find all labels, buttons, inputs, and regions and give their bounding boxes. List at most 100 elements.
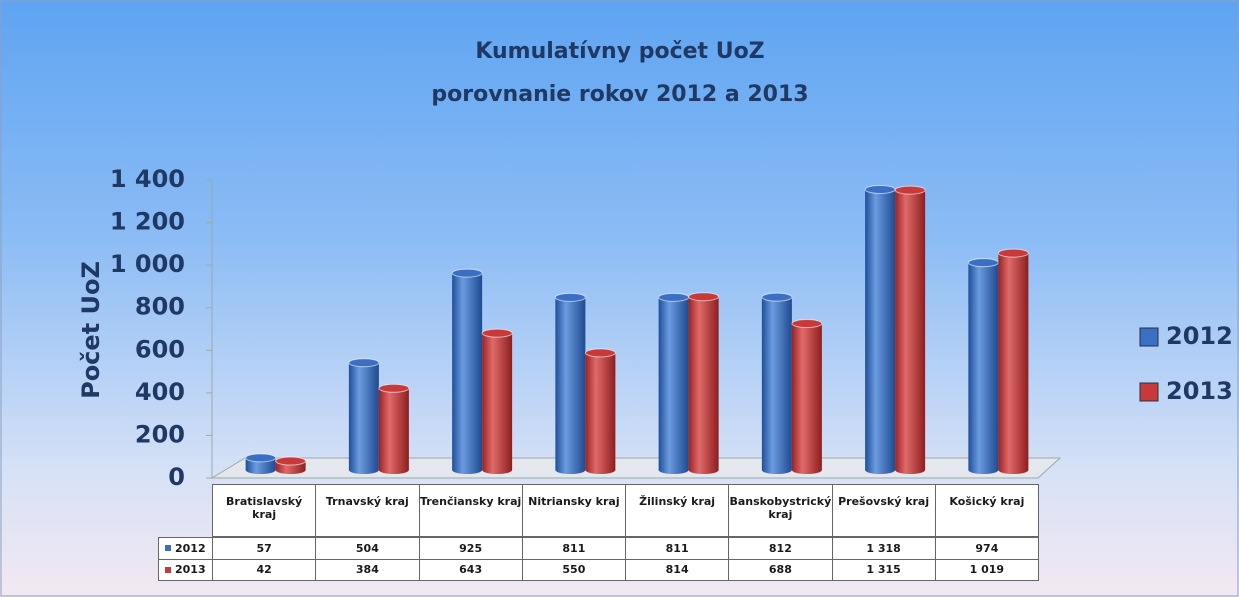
cylinder-top <box>864 184 896 194</box>
cylinder-base <box>895 466 926 474</box>
bar <box>584 348 616 474</box>
data-table-value: 57 <box>212 537 317 560</box>
chart-title: Kumulatívny počet UoZ <box>475 39 764 64</box>
cylinder-body <box>482 333 513 470</box>
data-table-value: 504 <box>315 537 420 560</box>
data-table-value: 811 <box>521 537 626 560</box>
bar <box>451 268 483 474</box>
cylinder-body <box>378 388 409 470</box>
cylinder-body <box>658 297 689 470</box>
bar <box>894 185 926 474</box>
bar <box>688 292 720 474</box>
cylinder-base <box>968 466 999 474</box>
x-tick-label: Bratislavský kraj <box>212 484 317 537</box>
y-tick-label: 1 000 <box>110 250 185 278</box>
bar <box>967 258 999 474</box>
cylinder-body <box>895 190 926 471</box>
y-tick-label: 1 400 <box>110 165 185 193</box>
bar <box>348 358 380 474</box>
data-table-value: 1 318 <box>831 537 936 560</box>
x-tick-label: Nitriansky kraj <box>521 484 626 537</box>
x-tick-label: Košický kraj <box>934 484 1039 537</box>
bar <box>997 248 1029 474</box>
y-tick-label: 0 <box>168 463 185 491</box>
y-axis-label: Počet UoZ <box>77 261 105 399</box>
data-table-value: 688 <box>728 558 833 581</box>
cylinder-top <box>275 456 307 466</box>
x-tick-label: Trenčiansky kraj <box>418 484 523 537</box>
cylinder-base <box>585 466 616 474</box>
data-table-key: 2013 <box>158 558 213 581</box>
cylinder-base <box>275 466 306 474</box>
x-tick-label: Banskobystrický kraj <box>728 484 833 537</box>
cylinder-body <box>791 323 822 470</box>
legend-swatch <box>1139 382 1159 402</box>
bar <box>245 453 277 474</box>
cylinder-top <box>688 292 720 302</box>
cylinder-base <box>791 466 822 474</box>
data-table-value: 811 <box>625 537 730 560</box>
bar <box>481 328 513 474</box>
legend-label: 2012 <box>175 541 206 555</box>
cylinder-top <box>378 383 410 393</box>
cylinder-top <box>451 268 483 278</box>
bar <box>791 319 823 474</box>
data-table-value: 812 <box>728 537 833 560</box>
cylinder-base <box>761 466 792 474</box>
floor <box>210 457 1062 479</box>
y-tick-label: 200 <box>135 420 185 448</box>
cylinder-base <box>688 466 719 474</box>
cylinder-base <box>348 466 379 474</box>
cylinder-body <box>865 189 896 470</box>
data-table-value: 814 <box>625 558 730 581</box>
cylinder-top <box>481 328 513 338</box>
legend-label: 2013 <box>1166 377 1233 405</box>
cylinder-base <box>378 466 409 474</box>
x-tick-label: Trnavský kraj <box>315 484 420 537</box>
data-table-value: 550 <box>521 558 626 581</box>
cylinder-top <box>348 358 380 368</box>
cylinder-body <box>761 297 792 470</box>
data-table-value: 384 <box>315 558 420 581</box>
cylinder-top <box>791 319 823 329</box>
legend-swatch <box>165 545 171 552</box>
cylinder-top <box>894 185 926 195</box>
cylinder-base <box>555 466 586 474</box>
bar <box>658 292 690 474</box>
cylinder-top <box>761 292 793 302</box>
data-table-value: 643 <box>418 558 523 581</box>
cylinder-base <box>998 466 1029 474</box>
legend-label: 2012 <box>1166 322 1233 350</box>
cylinder-base <box>452 466 483 474</box>
x-tick-label: Prešovský kraj <box>831 484 936 537</box>
chart-subtitle: porovnanie rokov 2012 a 2013 <box>431 82 808 107</box>
cylinder-body <box>688 296 719 470</box>
cylinder-body <box>998 253 1029 470</box>
bar <box>554 292 586 474</box>
y-tick-label: 400 <box>135 378 185 406</box>
cylinder-top <box>554 292 586 302</box>
legend-label: 2013 <box>175 563 206 577</box>
bar <box>864 184 896 474</box>
data-table-value: 1 315 <box>831 558 936 581</box>
x-tick-label: Žilinský kraj <box>625 484 730 537</box>
y-tick-label: 800 <box>135 293 185 321</box>
cylinder-body <box>348 362 379 470</box>
cylinder-top <box>967 258 999 268</box>
cylinder-base <box>865 466 896 474</box>
data-table-value: 42 <box>212 558 317 581</box>
cylinder-body <box>585 352 616 470</box>
cylinder-top <box>658 292 690 302</box>
data-table-value: 925 <box>418 537 523 560</box>
cylinder-body <box>555 297 586 470</box>
bar <box>761 292 793 474</box>
cylinder-top <box>997 248 1029 258</box>
data-table-value: 1 019 <box>934 558 1039 581</box>
legend-swatch <box>1139 327 1159 347</box>
cylinder-top <box>245 453 277 463</box>
cylinder-top <box>584 348 616 358</box>
cylinder-base <box>482 466 513 474</box>
data-table-value: 974 <box>934 537 1039 560</box>
